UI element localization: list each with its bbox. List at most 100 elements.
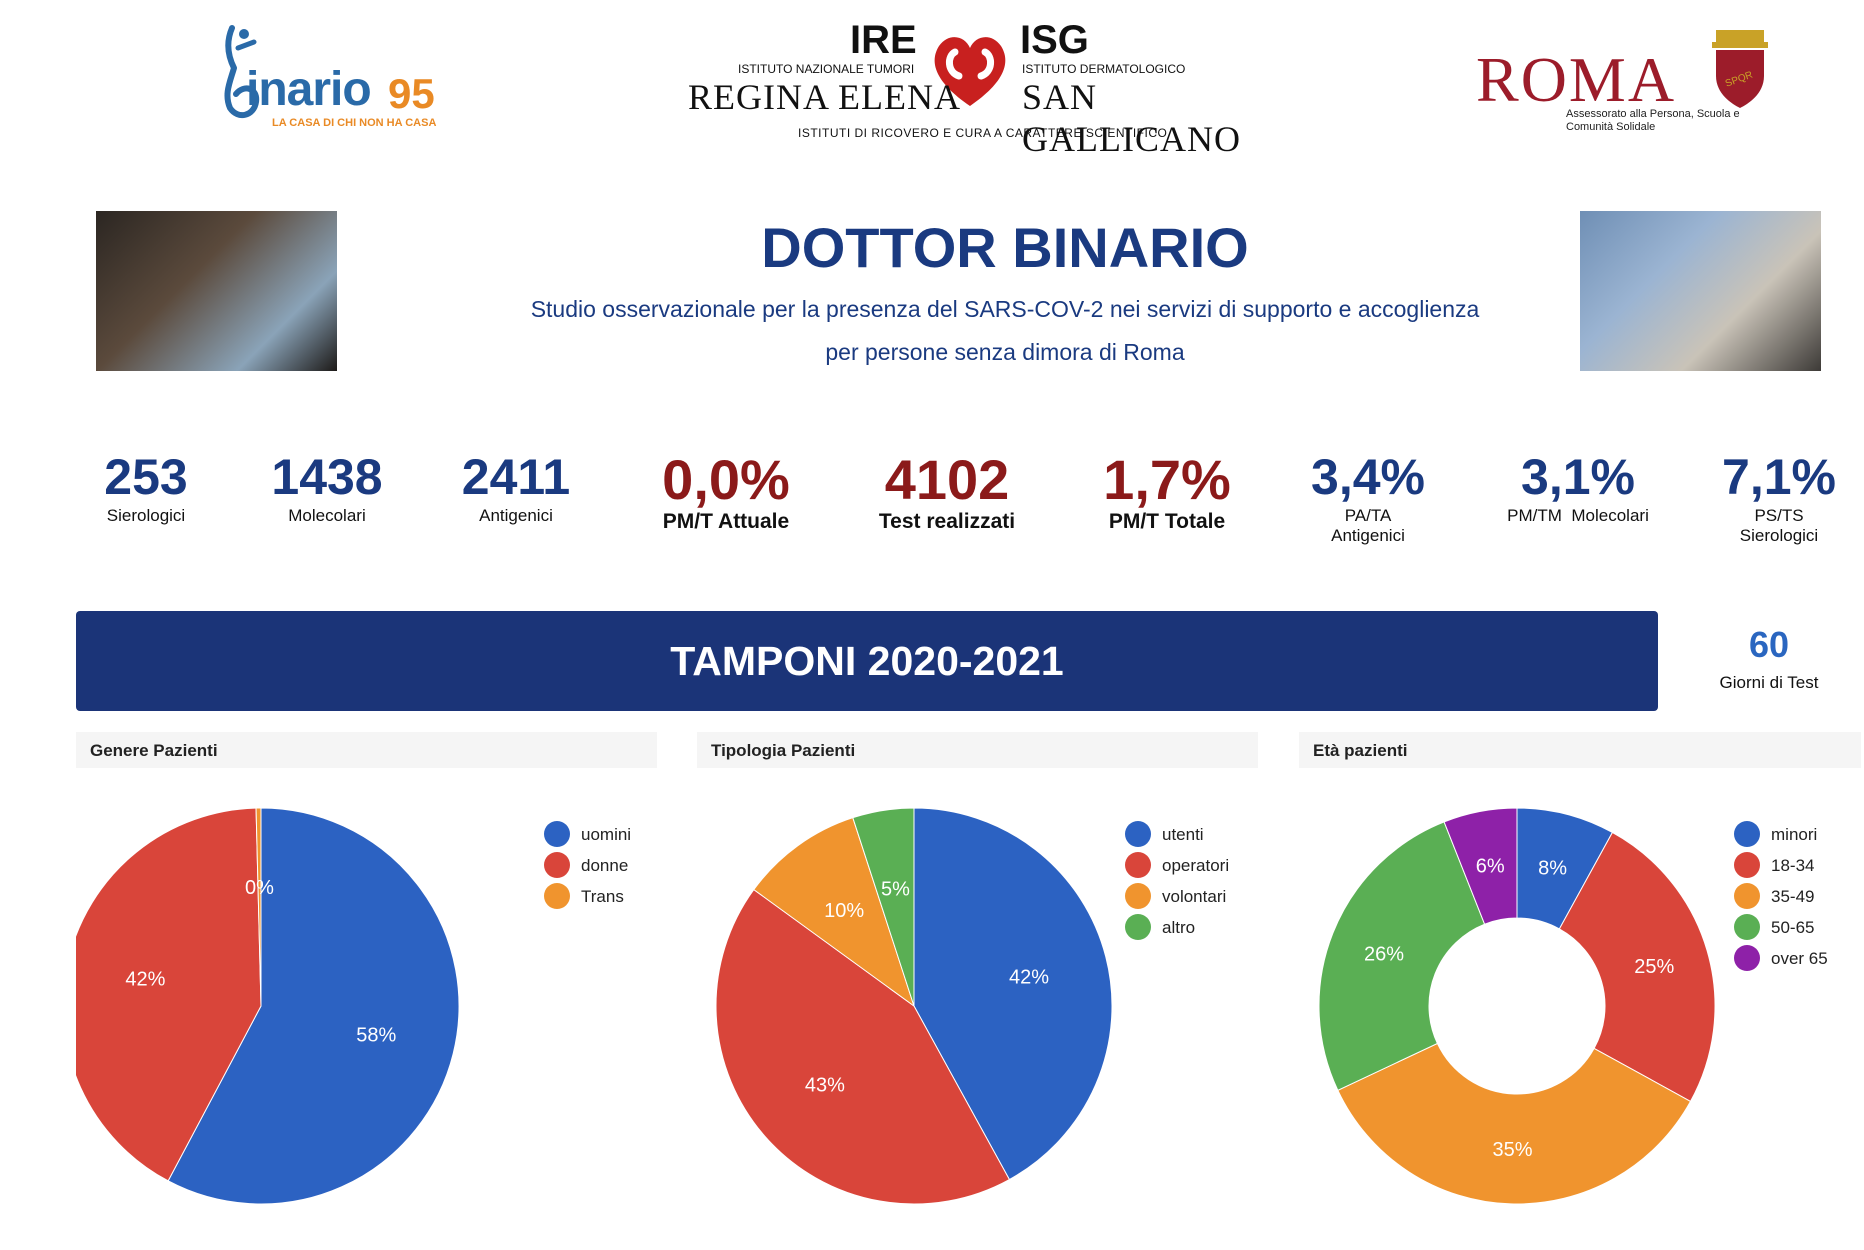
binario-tagline: LA CASA DI CHI NON HA CASA (272, 117, 437, 129)
kpi-label: Antigenici (479, 506, 553, 525)
kpi-value: 0,0% (662, 448, 790, 511)
kpi-pmt-attuale: 0,0% PM/T Attuale (662, 448, 790, 534)
spqr-shield-icon: SPQR (1712, 30, 1768, 108)
legend-label: 18-34 (1771, 856, 1814, 875)
page-title: DOTTOR BINARIO (761, 216, 1249, 279)
slice-label: 26% (1364, 943, 1404, 965)
slice-label: 8% (1538, 857, 1567, 879)
swab-test-photo (1580, 211, 1821, 371)
slice-label: 42% (125, 969, 165, 991)
slice-label: 0% (245, 877, 274, 899)
kpi-value: 4102 (884, 448, 1010, 511)
kpi-pm-tm: 3,1% PM/TM Molecolari (1507, 448, 1649, 526)
legend-label: Trans (581, 887, 624, 906)
kpi-value: 2411 (461, 449, 571, 505)
kpi-label: PA/TA Antigenici (1331, 506, 1405, 545)
legend-label: uomini (581, 825, 631, 844)
slice-label: 25% (1634, 956, 1674, 978)
kpi-value: 253 (104, 449, 188, 505)
legend-label: 50-65 (1771, 918, 1814, 937)
slice-altro[interactable] (852, 807, 915, 1007)
kpi-value: 3,4% (1311, 449, 1425, 505)
slice-18-34[interactable] (1558, 831, 1716, 1103)
slice-operatori[interactable] (715, 888, 1011, 1205)
chart-header-genere: Genere Pazienti (76, 732, 657, 768)
legend-swatch (1734, 821, 1760, 847)
isg-name: SAN GALLICANO (1022, 77, 1241, 159)
slice-utenti[interactable] (913, 807, 1113, 1181)
legend-label: donne (581, 856, 628, 875)
binario95-logo: inario 95 LA CASA DI CHI NON HA CASA (210, 24, 470, 140)
ire-isg-footer: ISTITUTI DI RICOVERO E CURA A CARATTERE … (798, 126, 1168, 140)
binario-word: inario (246, 63, 372, 116)
chart-title: Tipologia Pazienti (711, 741, 856, 760)
chart-title: Genere Pazienti (90, 741, 218, 760)
legend-label: utenti (1162, 825, 1204, 844)
kpi-pmt-totale: 1,7% PM/T Totale (1103, 448, 1231, 534)
isg-subtitle: ISTITUTO DERMATOLOGICO (1022, 62, 1186, 76)
slice-label: 43% (805, 1075, 845, 1097)
legend-label: over 65 (1771, 949, 1828, 968)
kpi-label: Molecolari (288, 506, 366, 525)
slice-over-65[interactable] (1443, 807, 1518, 925)
kpi-label: PS/TS Sierologici (1739, 506, 1819, 545)
masked-person-photo (96, 211, 337, 371)
kpi-value: 1,7% (1103, 448, 1231, 511)
kpi-antigenici: 2411 Antigenici (462, 448, 570, 526)
kpi-value: 3,1% (1521, 449, 1635, 505)
roma-word: ROMA (1476, 44, 1677, 115)
isg-acronym: ISG (1020, 18, 1089, 62)
legend-swatch (544, 883, 570, 909)
roma-logo: ROMA SPQR Assessorato alla Persona, Scuo… (1476, 28, 1786, 138)
legend-swatch (544, 852, 570, 878)
kpi-label: PM/TM Molecolari (1507, 506, 1649, 525)
slice-label: 5% (881, 879, 910, 901)
slice-volontari[interactable] (753, 817, 915, 1008)
legend-swatch (1125, 914, 1151, 940)
chart-header-tipologia: Tipologia Pazienti (697, 732, 1258, 768)
chart-genere-pazienti: 58% 42% 0% uomini donne Trans (76, 807, 631, 1205)
legend-swatch (1125, 852, 1151, 878)
legend-swatch (1125, 883, 1151, 909)
kpi-molecolari: 1438 Molecolari (271, 448, 382, 526)
roma-subtitle: Assessorato alla Persona, Scuola e Comun… (1566, 108, 1740, 133)
legend-label: 35-49 (1771, 887, 1814, 906)
slice-35-49[interactable] (1337, 1042, 1692, 1205)
kpi-label: Sierologici (106, 506, 186, 525)
slice-trans[interactable] (255, 807, 262, 1007)
kpi-ps-ts: 7,1% PS/TS Sierologici (1722, 448, 1836, 546)
page-subtitle: Studio osservazionale per la presenza de… (450, 288, 1560, 374)
kpi-label: Test realizzati (878, 510, 1016, 533)
slice-label: 35% (1492, 1139, 1532, 1161)
days-label: Giorni di Test (1719, 673, 1819, 692)
slice-uomini[interactable] (167, 807, 460, 1205)
kpi-sierologici: 253 Sierologici (104, 448, 187, 526)
kpi-value: 1438 (271, 449, 383, 505)
legend-label: minori (1771, 825, 1817, 844)
slice-label: 58% (356, 1025, 396, 1047)
legend-swatch (544, 821, 570, 847)
chart-tipologia-pazienti: 42% 43% 10% 5% utenti operatori volontari altro (715, 807, 1229, 1205)
ire-isg-logo: IRE ISG ISTITUTO NAZIONALE TUMORI ISTITU… (680, 18, 1260, 159)
slice-donne[interactable] (76, 807, 262, 1182)
slice-label: 10% (824, 900, 864, 922)
section-banner-title: TAMPONI 2020-2021 (670, 638, 1064, 684)
ire-name: REGINA ELENA (688, 77, 961, 117)
chart-eta-pazienti: 8% 25% 35% 26% 6% minori 18-34 35-49 50-65 over 6… (1318, 807, 1828, 1205)
subtitle-line-1: Studio osservazionale per la presenza de… (530, 296, 1480, 322)
ire-subtitle: ISTITUTO NAZIONALE TUMORI (738, 62, 915, 76)
subtitle-line-2: per persone senza dimora di Roma (825, 339, 1185, 365)
chart-title: Età pazienti (1313, 741, 1408, 760)
slice-50-65[interactable] (1318, 821, 1486, 1091)
legend-label: operatori (1162, 856, 1229, 875)
legend-label: altro (1162, 918, 1195, 937)
binario-number: 95 (388, 70, 435, 117)
kpi-label: PM/T Attuale (662, 510, 790, 533)
kpi-label: PM/T Totale (1108, 510, 1226, 533)
ire-acronym: IRE (850, 18, 917, 62)
days-count: 60 (1748, 624, 1790, 665)
ire-isg-heart-icon (934, 37, 1006, 106)
section-banner (76, 611, 1658, 711)
legend-swatch (1734, 914, 1760, 940)
legend-swatch (1734, 945, 1760, 971)
